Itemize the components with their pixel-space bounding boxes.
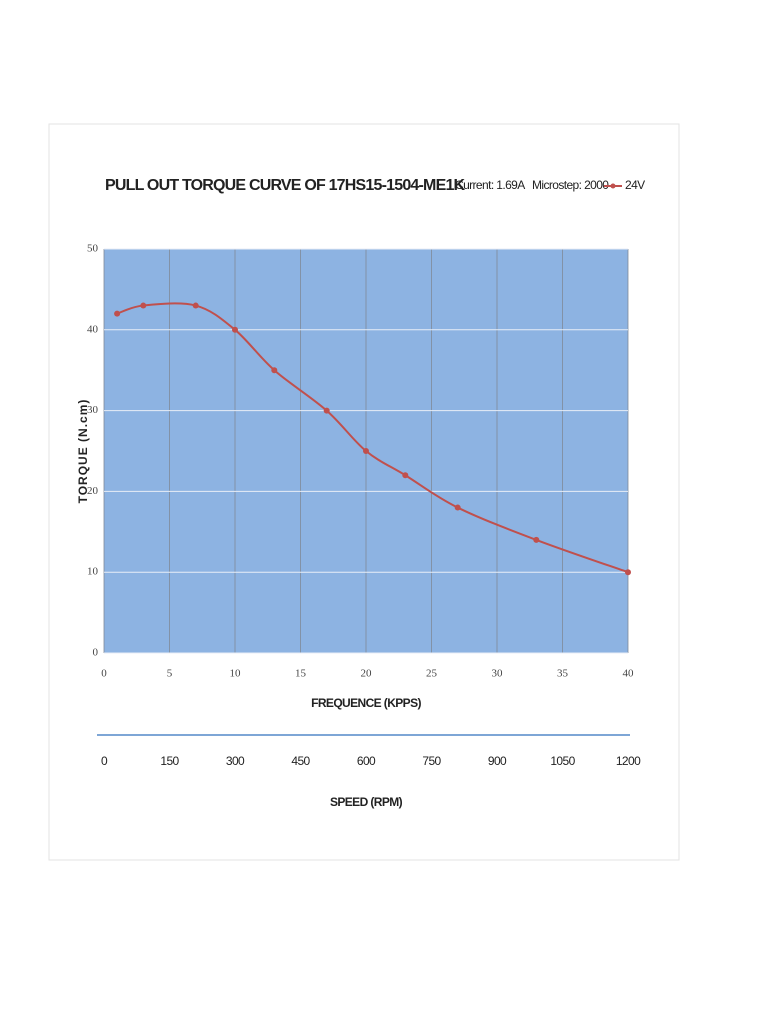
x2-tick-label: 900 [488, 754, 507, 768]
data-point [232, 326, 238, 333]
x2-tick-label: 450 [291, 754, 310, 768]
legend-label: 24V [625, 178, 645, 192]
chart-title: PULL OUT TORQUE CURVE OF 17HS15-1504-ME1… [105, 177, 466, 194]
x-axis-label: FREQUENCE (KPPS) [311, 696, 421, 710]
x-tick-label: 5 [167, 668, 173, 680]
x-tick-label: 20 [361, 668, 373, 680]
x-tick-label: 30 [492, 668, 504, 680]
data-point [271, 367, 278, 374]
x2-tick-label: 750 [422, 754, 441, 768]
data-point [323, 407, 330, 414]
x-tick-label: 25 [426, 668, 438, 680]
y-tick-label: 20 [87, 485, 99, 497]
x2-tick-label: 600 [357, 754, 376, 768]
data-point [140, 302, 147, 309]
series-line [116, 302, 629, 574]
data-point [114, 310, 121, 317]
x2-tick-label: 1050 [550, 754, 575, 768]
data-point [454, 504, 461, 511]
x2-tick-label: 150 [160, 754, 179, 768]
annotation: Current: 1.69A [455, 178, 525, 192]
x2-tick-label: 1200 [616, 754, 641, 768]
data-point [533, 536, 540, 543]
data-point [192, 302, 199, 309]
legend-swatch-marker [610, 183, 616, 189]
y-tick-label: 40 [87, 323, 99, 335]
x2-tick-label: 300 [226, 754, 245, 768]
x-tick-label: 35 [557, 668, 569, 680]
x-tick-label: 10 [230, 668, 242, 680]
y-tick-label: 50 [87, 243, 99, 255]
y-tick-label: 30 [87, 404, 99, 416]
annotation: Microstep: 2000 [532, 178, 609, 192]
y-tick-label: 10 [87, 566, 99, 578]
y-axis-label: TORQUE (N.cm) [76, 399, 90, 504]
x2-tick-label: 0 [101, 754, 108, 768]
y-tick-label: 0 [93, 647, 99, 659]
data-point [402, 472, 409, 479]
x-tick-label: 15 [295, 668, 307, 680]
x-tick-label: 40 [623, 668, 635, 680]
x-tick-label: 0 [101, 668, 107, 680]
data-point [625, 569, 631, 576]
x2-axis-label: SPEED (RPM) [330, 795, 403, 809]
data-point [363, 448, 369, 454]
